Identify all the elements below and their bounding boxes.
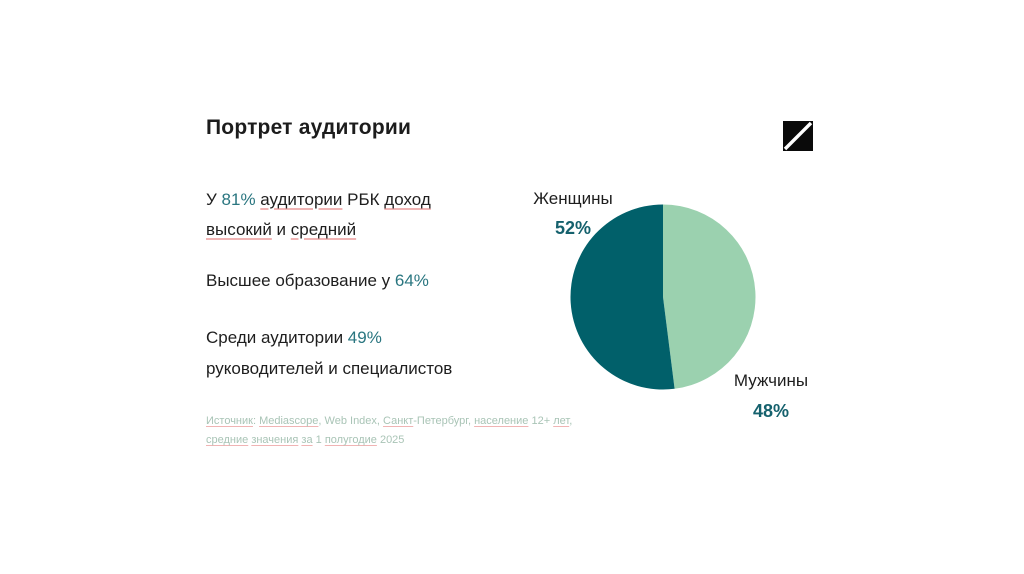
pie-label-women: Женщины — [533, 189, 613, 208]
gender-pie-chart — [570, 204, 756, 390]
pie-value-men: 48% — [752, 401, 790, 421]
stat-income-line2: высокий и средний — [206, 220, 357, 239]
stat-education-line1: Высшее образование у 64% — [206, 271, 429, 290]
source-note: Источник: Mediascope, Web Index, Санкт-П… — [206, 412, 572, 450]
pie-value-women: 52% — [554, 218, 592, 238]
stat-occupation: Среди аудитории 49% руководителей и спец… — [206, 322, 452, 384]
pie-slice-women — [570, 204, 675, 390]
stat-income: У 81% аудитории РБК доход высокий и сред… — [206, 185, 431, 245]
source-note-line1: Источник: Mediascope, Web Index, Санкт-П… — [206, 415, 573, 427]
stat-income-line1: У 81% аудитории РБК доход — [206, 190, 431, 209]
stat-education: Высшее образование у 64% — [206, 266, 429, 296]
pie-label-men: Мужчины — [733, 371, 809, 390]
stat-occupation-line2: руководителей и специалистов — [206, 359, 453, 378]
stat-occupation-line1: Среди аудитории 49% — [206, 328, 382, 347]
page-title: Портрет аудитории — [206, 116, 412, 139]
rbc-logo-icon — [783, 121, 813, 151]
source-note-line2: средние значения за 1 полугодие 2025 — [206, 434, 405, 446]
pie-slice-men — [663, 204, 756, 389]
